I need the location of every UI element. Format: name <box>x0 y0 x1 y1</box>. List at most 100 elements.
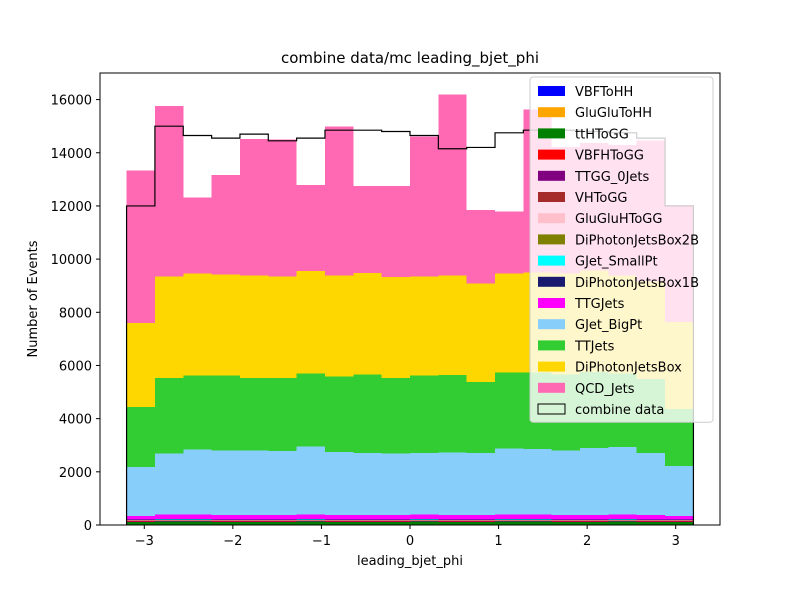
bar-TTJets-7 <box>324 376 354 453</box>
bar-GJet_BigPt-18 <box>636 453 666 515</box>
bar-DiPhotonJetsBox1B-6 <box>296 519 325 520</box>
x-tick-label-1: −2 <box>223 534 242 549</box>
bar-GluGluHToGG-4 <box>239 520 269 521</box>
bar-GJet_BigPt-12 <box>466 453 496 515</box>
bar-ttHToGG-5 <box>268 521 297 525</box>
bar-GJet_BigPt-1 <box>154 453 184 515</box>
bar-GluGluHToGG-14 <box>523 520 552 521</box>
legend-swatch-TTJets <box>538 340 565 351</box>
bar-TTGJets-0 <box>126 516 155 520</box>
bar-QCD_Jets-5 <box>268 139 297 277</box>
bar-DiPhotonJetsBox1B-15 <box>551 519 581 520</box>
bar-GluGluHToGG-7 <box>324 520 354 521</box>
legend-swatch-TTGG_0Jets <box>538 170 565 181</box>
bar-GluGluHToGG-18 <box>636 520 666 521</box>
bar-GluGluHToGG-5 <box>268 520 297 521</box>
bar-QCD_Jets-2 <box>183 197 212 274</box>
legend-label-VBFToHH: VBFToHH <box>575 85 633 100</box>
bar-TTGG_0Jets-11 <box>438 521 467 522</box>
axes: −3 −2 −1 0 1 2 3 0 2000 4000 6000 8000 10000 12000 140… <box>51 72 721 549</box>
y-axis-label: Number of Events <box>26 240 41 357</box>
bar-TTGJets-18 <box>636 514 666 520</box>
x-axis-label: leading_bjet_phi <box>357 554 463 569</box>
legend-swatch-GluGluHToGG <box>538 213 565 224</box>
bar-TTJets-0 <box>126 406 155 468</box>
bar-TTGJets-16 <box>580 514 609 520</box>
bar-TTGG_0Jets-13 <box>495 520 524 522</box>
x-tick-label-3: 0 <box>406 534 414 549</box>
bar-GluGluHToGG-6 <box>296 520 325 521</box>
bar-GluGluHToGG-0 <box>126 520 155 521</box>
bar-GJet_BigPt-10 <box>410 453 439 515</box>
bar-TTGG_0Jets-1 <box>154 520 184 522</box>
bar-ttHToGG-4 <box>239 521 269 525</box>
bar-TTGJets-15 <box>551 514 581 520</box>
bar-TTGG_0Jets-18 <box>636 521 666 522</box>
bar-ttHToGG-1 <box>154 521 184 525</box>
bar-TTGG_0Jets-0 <box>126 521 155 522</box>
bar-GluGluHToGG-10 <box>410 520 439 521</box>
bar-QCD_Jets-7 <box>324 126 354 276</box>
legend-label-GJet_BigPt: GJet_BigPt <box>575 318 642 333</box>
bar-QCD_Jets-9 <box>381 186 410 277</box>
bar-TTJets-8 <box>353 374 382 454</box>
bar-TTGJets-14 <box>523 514 552 520</box>
bar-DiPhotonJetsBox-11 <box>438 275 467 375</box>
bar-TTGJets-2 <box>183 514 212 520</box>
bar-TTGG_0Jets-4 <box>239 521 269 522</box>
bar-QCD_Jets-12 <box>466 209 496 284</box>
bar-ttHToGG-19 <box>665 521 694 525</box>
bar-DiPhotonJetsBox1B-2 <box>183 519 212 520</box>
legend-label-GluGluToHH: GluGluToHH <box>575 106 652 121</box>
bar-ttHToGG-7 <box>324 521 354 525</box>
legend-label-TTJets: TTJets <box>574 339 615 354</box>
bar-TTGG_0Jets-3 <box>211 521 240 522</box>
bar-ttHToGG-0 <box>126 521 155 525</box>
bar-TTGG_0Jets-5 <box>268 521 297 522</box>
y-tick-label-1: 2000 <box>59 466 92 481</box>
bar-DiPhotonJetsBox-0 <box>126 323 155 407</box>
bar-TTJets-4 <box>239 377 269 451</box>
y-tick-label-0: 0 <box>84 519 92 534</box>
bar-DiPhotonJetsBox-3 <box>211 274 240 376</box>
bar-DiPhotonJetsBox-13 <box>495 273 524 373</box>
legend-swatch-DiPhotonJetsBox2B <box>538 234 565 245</box>
x-tick-label-6: 3 <box>672 534 680 549</box>
bar-TTGG_0Jets-14 <box>523 520 552 522</box>
y-tick-label-3: 6000 <box>59 359 92 374</box>
bar-QCD_Jets-11 <box>438 94 467 276</box>
bar-ttHToGG-3 <box>211 521 240 525</box>
legend-swatch-VBFHToGG <box>538 149 565 160</box>
bar-GJet_BigPt-11 <box>438 452 467 515</box>
y-tick-label-5: 10000 <box>51 253 92 268</box>
bar-ttHToGG-17 <box>608 521 637 525</box>
bar-DiPhotonJetsBox-2 <box>183 273 212 376</box>
bar-TTJets-2 <box>183 375 212 450</box>
legend-label-TTGG_0Jets: TTGG_0Jets <box>574 170 650 185</box>
bar-GJet_BigPt-14 <box>523 448 552 515</box>
bar-ttHToGG-6 <box>296 521 325 525</box>
bar-GJet_BigPt-4 <box>239 450 269 515</box>
x-tick-label-5: 2 <box>583 534 591 549</box>
legend-label-TTGJets: TTGJets <box>574 297 625 312</box>
bar-DiPhotonJetsBox1B-17 <box>608 519 637 520</box>
bar-TTJets-10 <box>410 375 439 454</box>
bar-DiPhotonJetsBox1B-5 <box>268 519 297 520</box>
bar-QCD_Jets-13 <box>495 211 524 274</box>
legend-swatch-TTGJets <box>538 298 565 308</box>
bar-QCD_Jets-1 <box>154 105 184 277</box>
bar-GluGluHToGG-8 <box>353 520 382 521</box>
bar-GluGluHToGG-1 <box>154 520 184 521</box>
bar-TTGG_0Jets-6 <box>296 520 325 522</box>
bar-GJet_BigPt-9 <box>381 453 410 515</box>
bar-GJet_BigPt-19 <box>665 466 694 517</box>
bar-TTGJets-11 <box>438 514 467 520</box>
bar-GluGluHToGG-15 <box>551 520 581 521</box>
legend-label-DiPhotonJetsBox: DiPhotonJetsBox <box>575 361 682 376</box>
y-tick-label-2: 4000 <box>59 413 92 428</box>
legend: VBFToHH GluGluToHH ttHToGG VBFHToGG TTGG_0Je… <box>529 76 714 423</box>
bar-TTGJets-10 <box>410 514 439 520</box>
x-tick-label-0: −3 <box>135 534 154 549</box>
legend-swatch-data <box>537 403 566 415</box>
